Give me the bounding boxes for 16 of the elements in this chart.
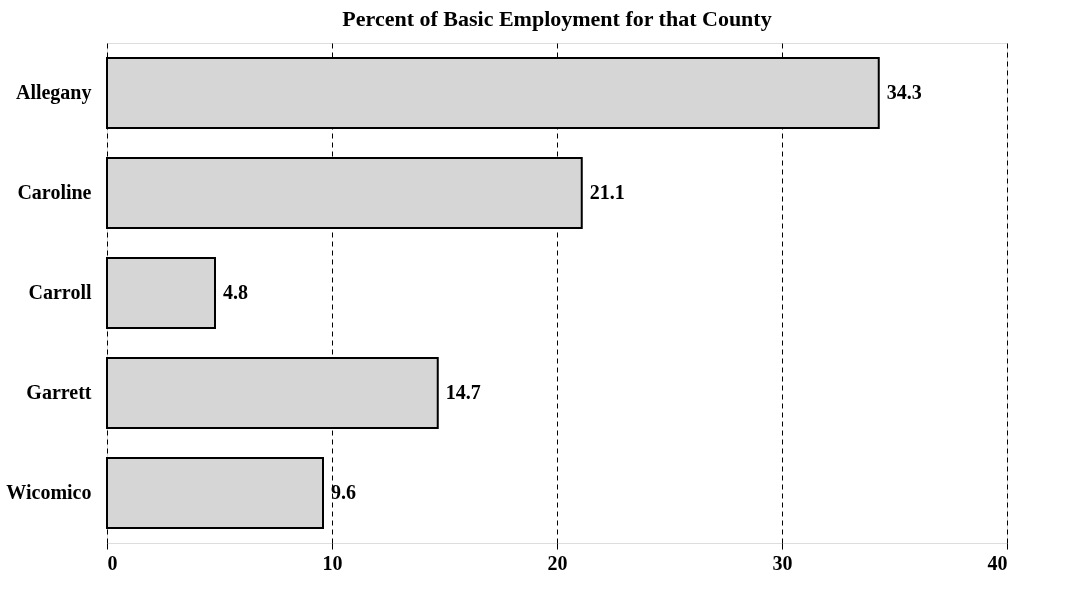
x-tick-label: 40 xyxy=(987,551,1008,574)
data-label: 34.3 xyxy=(886,81,922,103)
data-label: 4.8 xyxy=(223,281,248,303)
y-tick-label: Allegany xyxy=(15,81,92,104)
data-label: 14.7 xyxy=(445,381,481,403)
y-tick-label: Garrett xyxy=(26,381,92,403)
x-tick-label: 30 xyxy=(772,551,793,574)
chart-title: Percent of Basic Employment for that County xyxy=(342,6,772,31)
y-tick-label: Caroline xyxy=(17,181,92,203)
x-tick-label: 10 xyxy=(322,551,343,574)
data-label: 9.6 xyxy=(331,481,356,503)
data-label: 21.1 xyxy=(589,181,625,203)
y-tick-label: Carroll xyxy=(28,281,92,303)
x-tick-label: 20 xyxy=(547,551,568,574)
x-tick-label: 0 xyxy=(107,551,118,574)
y-tick-label: Wicomico xyxy=(6,481,92,503)
